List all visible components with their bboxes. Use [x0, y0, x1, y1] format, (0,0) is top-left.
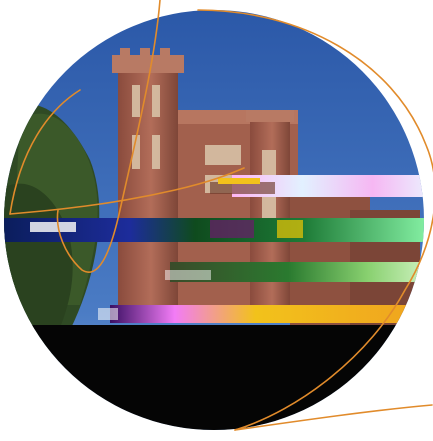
glitch-bands	[4, 175, 424, 323]
decorative-curves	[9, 0, 433, 431]
